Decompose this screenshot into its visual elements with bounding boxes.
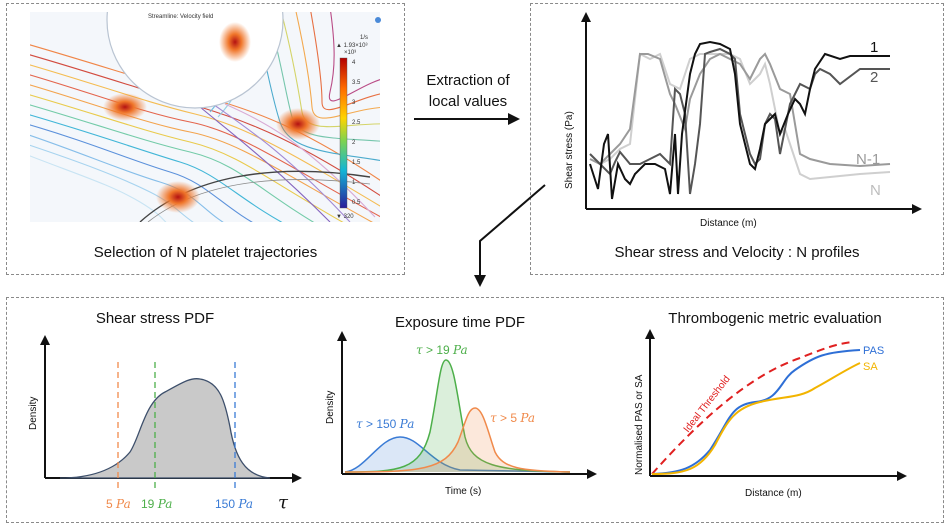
pdf-curve-150 — [344, 436, 571, 473]
colorbar-icon — [375, 17, 381, 23]
threshold-label-5: 5 Pa — [106, 497, 131, 511]
sim-title: Streamline: Velocity field — [148, 14, 213, 20]
pdf-label-150: τ > 150 Pa — [356, 417, 414, 431]
profile-curve-1 — [589, 40, 890, 200]
legend-sa: SA — [863, 361, 878, 373]
colorbar-tick-label: 1 — [352, 180, 356, 186]
thrombogenic-xlabel: Distance (m) — [745, 488, 802, 499]
colorbar-tick-label: 1.5 — [352, 160, 361, 166]
trajectory-caption: Selection of N platelet trajectories — [93, 244, 318, 261]
profile-ylabel: Shear stress (Pa) — [564, 111, 575, 189]
shear-pdf-curve — [59, 378, 271, 479]
colorbar: 1/s ▲ 1.93×10³ ×10³ 4 3.5 3 2.5 2 1.5 1 0.5 ▼ 3… — [336, 35, 368, 220]
svg-text:▲ 1.93×10³: ▲ 1.93×10³ — [336, 43, 367, 49]
exposure-ylabel: Density — [325, 391, 336, 424]
svg-text:×10³: ×10³ — [344, 50, 356, 56]
pas-curve — [651, 349, 861, 475]
shear-pdf-xlabel: τ — [278, 492, 289, 513]
threshold-label-150: 150 Pa — [215, 497, 253, 511]
extraction-label-2: local values — [428, 93, 508, 110]
exposure-xlabel: Time (s) — [445, 486, 481, 497]
colorbar-tick-label: 3 — [352, 100, 356, 106]
pdf-label-5: τ > 5 Pa — [490, 411, 535, 425]
curve-label-1: 1 — [870, 39, 878, 56]
extraction-arrow — [414, 113, 520, 125]
shear-stress-pdf-chart: Density 5 Pa 19 Pa 150 Pa τ — [28, 335, 302, 513]
colorbar-tick-label: 2 — [352, 140, 356, 146]
curve-label-2: 2 — [870, 69, 878, 86]
ideal-threshold-curve — [651, 341, 853, 475]
connector-arrow — [474, 184, 546, 287]
shear-profile-chart: Shear stress (Pa) Distance (m) 1 2 N-1 N — [564, 12, 922, 229]
legend-pas: PAS — [863, 345, 884, 357]
exposure-time-pdf-chart: Density Time (s) τ > 150 Pa τ > 19 Pa τ … — [325, 331, 597, 497]
shear-pdf-ylabel: Density — [28, 397, 39, 430]
trajectory-selection-panel — [6, 3, 405, 275]
curve-label-N: N — [870, 182, 881, 199]
colorbar-tick-label: 2.5 — [352, 120, 361, 126]
threshold-label-19: 19 Pa — [141, 497, 172, 511]
profile-curve-N-1 — [589, 52, 891, 168]
streamline-field — [30, 12, 380, 222]
shear-pdf-title: Shear stress PDF — [95, 310, 215, 327]
svg-text:▼ 320: ▼ 320 — [336, 214, 354, 220]
thrombogenic-chart: Normalised PAS or SA Distance (m) Ideal … — [634, 329, 907, 499]
extraction-label-1: Extraction of — [426, 72, 510, 89]
pdf-label-19: τ > 19 Pa — [416, 343, 468, 357]
thrombogenic-ylabel: Normalised PAS or SA — [634, 374, 645, 475]
thrombogenic-title: Thrombogenic metric evaluation — [668, 310, 882, 327]
svg-text:1/s: 1/s — [360, 35, 368, 41]
sa-curve — [651, 362, 861, 475]
colorbar-tick-label: 3.5 — [352, 80, 361, 86]
profiles-panel — [530, 3, 944, 275]
pdf-curve-5 — [344, 407, 571, 473]
curve-label-N-1: N-1 — [856, 151, 880, 168]
analysis-panel — [6, 297, 944, 523]
exposure-pdf-title: Exposure time PDF — [394, 314, 526, 331]
cfd-streamline-image: Streamline: Velocity field 1/s ▲ 1.93×10… — [30, 12, 381, 222]
pdf-curve-19 — [344, 359, 571, 473]
profile-xlabel: Distance (m) — [700, 218, 757, 229]
profiles-caption: Shear stress and Velocity : N profiles — [614, 244, 860, 261]
colorbar-tick-label: 0.5 — [352, 200, 361, 206]
colorbar-tick-label: 4 — [352, 60, 356, 66]
